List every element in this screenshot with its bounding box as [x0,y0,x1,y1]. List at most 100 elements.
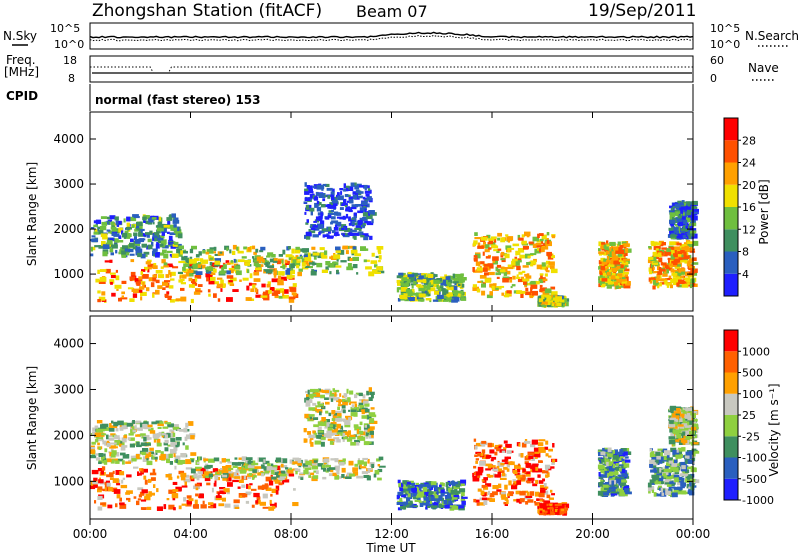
data-cell [362,457,368,461]
data-cell [618,458,622,461]
data-cell [209,471,213,474]
data-cell [208,256,214,259]
data-cell [603,449,610,452]
data-cell [479,261,485,265]
data-cell [320,405,326,410]
data-cell [445,276,451,280]
data-cell [256,496,261,500]
data-cell [656,282,659,287]
data-cell [535,281,540,285]
data-cell [195,254,200,258]
data-cell [189,256,193,259]
data-cell [291,274,295,278]
data-cell [329,393,336,397]
data-cell [174,455,181,460]
data-cell [191,459,194,463]
data-cell [359,207,367,212]
data-cell [517,279,525,283]
data-cell [100,226,107,231]
data-cell [159,235,165,239]
data-cell [99,269,107,272]
data-cell [672,459,675,463]
data-cell [228,280,233,283]
data-cell [91,235,96,238]
data-cell [688,266,695,269]
data-cell [430,505,438,509]
data-cell [531,439,538,445]
data-cell [213,293,217,298]
data-cell [474,445,478,450]
data-cell [619,468,622,472]
data-cell [322,476,327,480]
data-cell [137,471,140,476]
data-cell [601,278,608,282]
data-cell [367,428,374,432]
data-cell [624,448,630,452]
data-cell [598,276,602,281]
data-cell [355,204,362,207]
data-cell [657,459,663,464]
data-cell [172,498,176,501]
data-cell [608,489,616,492]
data-cell [368,271,375,277]
data-cell [474,454,478,457]
data-cell [313,424,319,428]
data-cell [254,287,258,293]
data-cell [246,483,249,489]
data-cell [400,504,407,510]
data-cell [150,477,156,481]
data-cell [680,461,687,467]
data-cell [356,183,362,187]
data-cell [121,230,124,235]
data-cell [338,415,342,420]
data-cell [143,421,149,425]
data-cell [600,465,604,470]
data-cell [347,430,351,435]
data-cell [162,426,169,429]
data-cell [255,264,261,268]
data-cell [216,283,223,288]
data-cell [500,494,507,498]
data-cell [108,230,112,234]
data-cell [603,252,609,256]
data-cell [497,471,501,476]
data-cell [684,260,688,264]
data-cell [561,503,565,508]
data-cell [657,252,662,258]
data-cell [517,234,521,240]
data-cell [599,280,603,283]
data-cell [451,506,458,510]
data-cell [194,483,200,487]
data-cell [356,429,359,434]
data-cell [336,423,342,429]
data-cell [157,240,162,244]
data-cell [188,284,193,288]
data-cell [285,269,291,275]
data-cell [96,428,103,433]
data-cell [622,473,629,478]
data-cell [496,276,500,279]
data-cell [544,268,548,271]
data-cell [226,297,233,302]
data-cell [671,272,678,276]
data-cell [399,498,403,502]
data-cell [361,471,369,475]
data-cell [473,498,477,503]
data-cell [670,223,674,227]
data-cell [453,297,460,302]
data-cell [561,508,565,512]
data-cell [665,266,673,271]
data-cell [214,264,220,267]
data-cell [401,283,408,287]
data-cell [407,291,413,296]
data-cell [501,473,506,477]
data-cell [179,460,184,463]
data-cell [621,283,625,287]
data-cell [676,488,683,493]
data-cell [423,494,426,499]
data-cell [668,246,675,250]
data-cell [613,452,617,456]
data-cell [139,468,144,472]
data-cell [151,241,154,247]
data-cell [397,298,401,302]
